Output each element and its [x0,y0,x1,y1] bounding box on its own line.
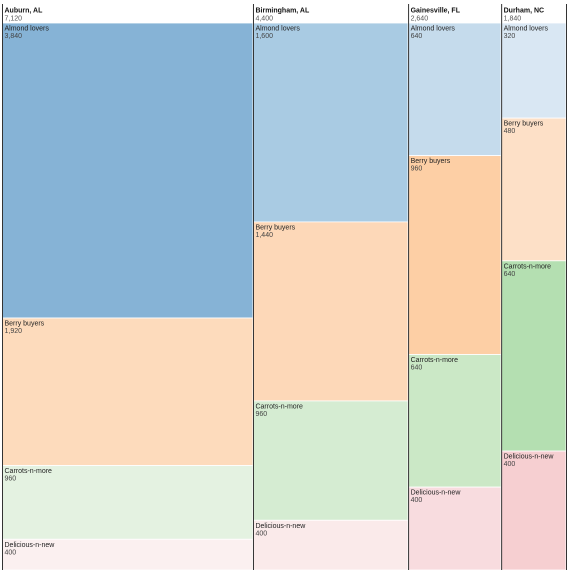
column-total-durham-nc: 1,840 [504,16,522,23]
segment-value-gainesville-fl-carrots-n-more: 640 [411,365,423,372]
column-header-auburn-al: Auburn, AL [5,8,44,15]
segment-label-auburn-al-delicious-n-new: Delicious-n-new [5,542,56,549]
segment-durham-nc-delicious-n-new [500,450,567,571]
segment-gainesville-fl-berry-buyers [407,155,502,355]
segment-auburn-al-carrots-n-more [1,465,254,540]
segment-label-gainesville-fl-berry-buyers: Berry buyers [411,158,451,165]
segment-value-gainesville-fl-delicious-n-new: 400 [411,497,423,504]
segment-value-auburn-al-almond-lovers: 3,840 [5,33,23,40]
column-header-gainesville-fl: Gainesville, FL [411,8,461,15]
column-total-gainesville-fl: 2,640 [411,16,429,23]
segment-label-gainesville-fl-carrots-n-more: Carrots-n-more [411,357,459,364]
segment-value-birmingham-al-delicious-n-new: 400 [255,530,267,537]
segment-gainesville-fl-carrots-n-more [407,354,502,488]
segment-label-durham-nc-carrots-n-more: Carrots-n-more [504,263,552,270]
segment-label-auburn-al-carrots-n-more: Carrots-n-more [5,468,53,475]
segment-durham-nc-almond-lovers [500,22,567,119]
segment-label-birmingham-al-carrots-n-more: Carrots-n-more [255,403,303,410]
segment-label-gainesville-fl-delicious-n-new: Delicious-n-new [411,490,462,497]
segment-birmingham-al-berry-buyers [252,221,409,402]
segment-auburn-al-berry-buyers [1,317,254,466]
segment-durham-nc-berry-buyers [500,117,567,262]
segment-value-durham-nc-delicious-n-new: 400 [504,461,516,468]
column-total-birmingham-al: 4,400 [255,16,273,23]
segment-label-auburn-al-berry-buyers: Berry buyers [5,321,45,328]
segment-label-birmingham-al-berry-buyers: Berry buyers [255,224,295,231]
segment-value-birmingham-al-carrots-n-more: 960 [255,411,267,418]
segment-value-birmingham-al-almond-lovers: 1,600 [255,33,273,40]
segment-value-birmingham-al-berry-buyers: 1,440 [255,232,273,239]
segment-label-gainesville-fl-almond-lovers: Almond lovers [411,26,456,33]
segment-value-durham-nc-berry-buyers: 480 [504,128,516,135]
segment-label-auburn-al-almond-lovers: Almond lovers [5,26,50,33]
segment-value-durham-nc-almond-lovers: 320 [504,33,516,40]
segment-label-durham-nc-berry-buyers: Berry buyers [504,121,544,128]
segment-durham-nc-carrots-n-more [500,260,567,452]
segment-value-auburn-al-carrots-n-more: 960 [5,476,17,483]
column-header-birmingham-al: Birmingham, AL [255,8,310,15]
segment-auburn-al-delicious-n-new [1,538,254,571]
segment-label-birmingham-al-almond-lovers: Almond lovers [255,26,300,33]
segment-value-gainesville-fl-berry-buyers: 960 [411,166,423,173]
segment-value-auburn-al-delicious-n-new: 400 [5,549,17,556]
segment-gainesville-fl-almond-lovers [407,22,502,157]
segment-birmingham-al-almond-lovers [252,22,409,223]
segment-label-durham-nc-delicious-n-new: Delicious-n-new [504,454,555,461]
segment-value-auburn-al-berry-buyers: 1,920 [5,328,23,335]
segment-label-durham-nc-almond-lovers: Almond lovers [504,26,549,33]
column-header-durham-nc: Durham, NC [504,8,544,15]
segment-birmingham-al-delicious-n-new [252,519,409,571]
segment-label-birmingham-al-delicious-n-new: Delicious-n-new [255,523,306,530]
segment-value-gainesville-fl-almond-lovers: 640 [411,33,423,40]
segment-value-durham-nc-carrots-n-more: 640 [504,271,516,278]
segment-auburn-al-almond-lovers [1,22,254,319]
column-total-auburn-al: 7,120 [5,16,23,23]
segment-birmingham-al-carrots-n-more [252,400,409,521]
